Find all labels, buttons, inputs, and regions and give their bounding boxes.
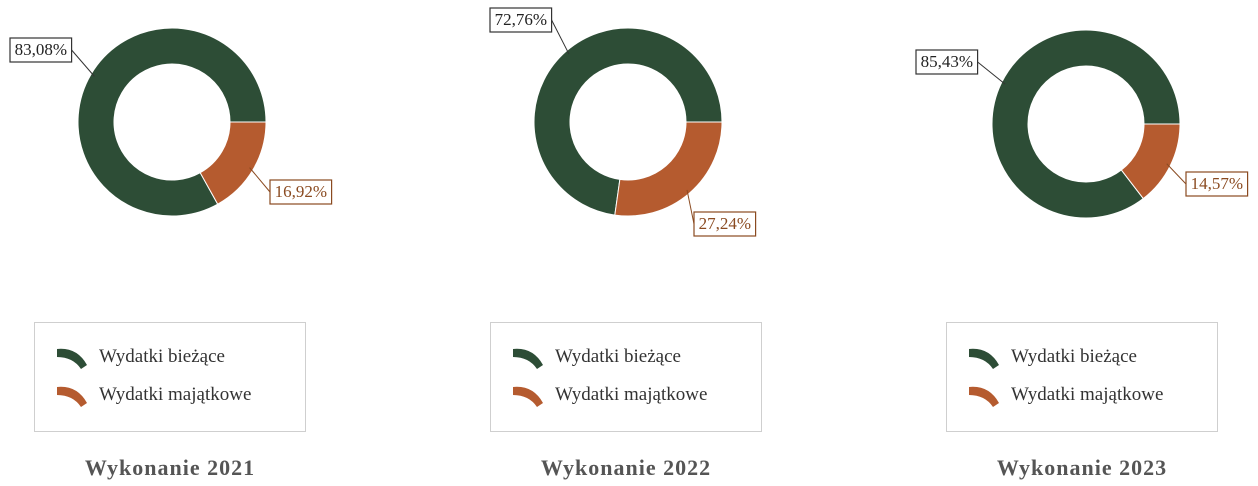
- legend-swatch-capital-icon: [511, 381, 547, 409]
- legend-item-current: Wydatki bieżące: [967, 343, 1137, 371]
- legend-swatch-capital-icon: [55, 381, 91, 409]
- data-label-capital: 14,57%: [1186, 172, 1248, 196]
- legend-label-current: Wydatki bieżące: [99, 346, 225, 368]
- chart-panel-2021: 83,08% 16,92% Wydatki bieżące Wydatki maj…: [0, 0, 400, 486]
- legend-swatch-current-icon: [511, 343, 547, 371]
- legend-item-current: Wydatki bieżące: [55, 343, 225, 371]
- chart-title: Wykonanie 2022: [490, 455, 762, 481]
- leader-line: [250, 168, 270, 192]
- leader-line: [687, 190, 694, 224]
- chart-title: Wykonanie 2023: [946, 455, 1218, 481]
- leader-line: [978, 62, 1006, 84]
- chart-panel-2023: 85,43% 14,57% Wydatki bieżące Wydatki maj…: [858, 0, 1258, 486]
- data-label-text: 16,92%: [275, 182, 327, 201]
- legend-label-capital: Wydatki majątkowe: [1011, 384, 1163, 406]
- legend: Wydatki bieżące Wydatki majątkowe: [34, 322, 306, 432]
- data-label-capital: 16,92%: [270, 180, 332, 204]
- data-label-current: 72,76%: [490, 8, 552, 32]
- data-label-capital: 27,24%: [694, 212, 756, 236]
- data-label-text: 27,24%: [699, 214, 751, 233]
- leader-line: [72, 50, 95, 76]
- chart-panel-2022: 72,76% 27,24% Wydatki bieżące Wydatki maj…: [458, 0, 858, 486]
- legend-label-capital: Wydatki majątkowe: [99, 384, 251, 406]
- legend-item-current: Wydatki bieżące: [511, 343, 681, 371]
- leader-line: [552, 20, 569, 54]
- legend-swatch-current-icon: [967, 343, 1003, 371]
- legend-item-capital: Wydatki majątkowe: [967, 381, 1163, 409]
- legend: Wydatki bieżące Wydatki majątkowe: [490, 322, 762, 432]
- legend-label-current: Wydatki bieżące: [555, 346, 681, 368]
- legend-item-capital: Wydatki majątkowe: [511, 381, 707, 409]
- donut-chart-2023: 85,43% 14,57%: [858, 0, 1258, 300]
- slice-capital: [615, 122, 722, 216]
- data-label-current: 83,08%: [10, 38, 72, 62]
- data-label-current: 85,43%: [916, 50, 978, 74]
- legend-label-current: Wydatki bieżące: [1011, 346, 1137, 368]
- leader-line: [1167, 164, 1186, 184]
- donut-chart-2021: 83,08% 16,92%: [0, 0, 400, 300]
- data-label-text: 85,43%: [921, 52, 973, 71]
- data-label-text: 14,57%: [1191, 174, 1243, 193]
- legend: Wydatki bieżące Wydatki majątkowe: [946, 322, 1218, 432]
- legend-swatch-current-icon: [55, 343, 91, 371]
- legend-label-capital: Wydatki majątkowe: [555, 384, 707, 406]
- chart-title: Wykonanie 2021: [34, 455, 306, 481]
- data-label-text: 83,08%: [15, 40, 67, 59]
- data-label-text: 72,76%: [495, 10, 547, 29]
- legend-item-capital: Wydatki majątkowe: [55, 381, 251, 409]
- legend-swatch-capital-icon: [967, 381, 1003, 409]
- donut-chart-2022: 72,76% 27,24%: [458, 0, 858, 300]
